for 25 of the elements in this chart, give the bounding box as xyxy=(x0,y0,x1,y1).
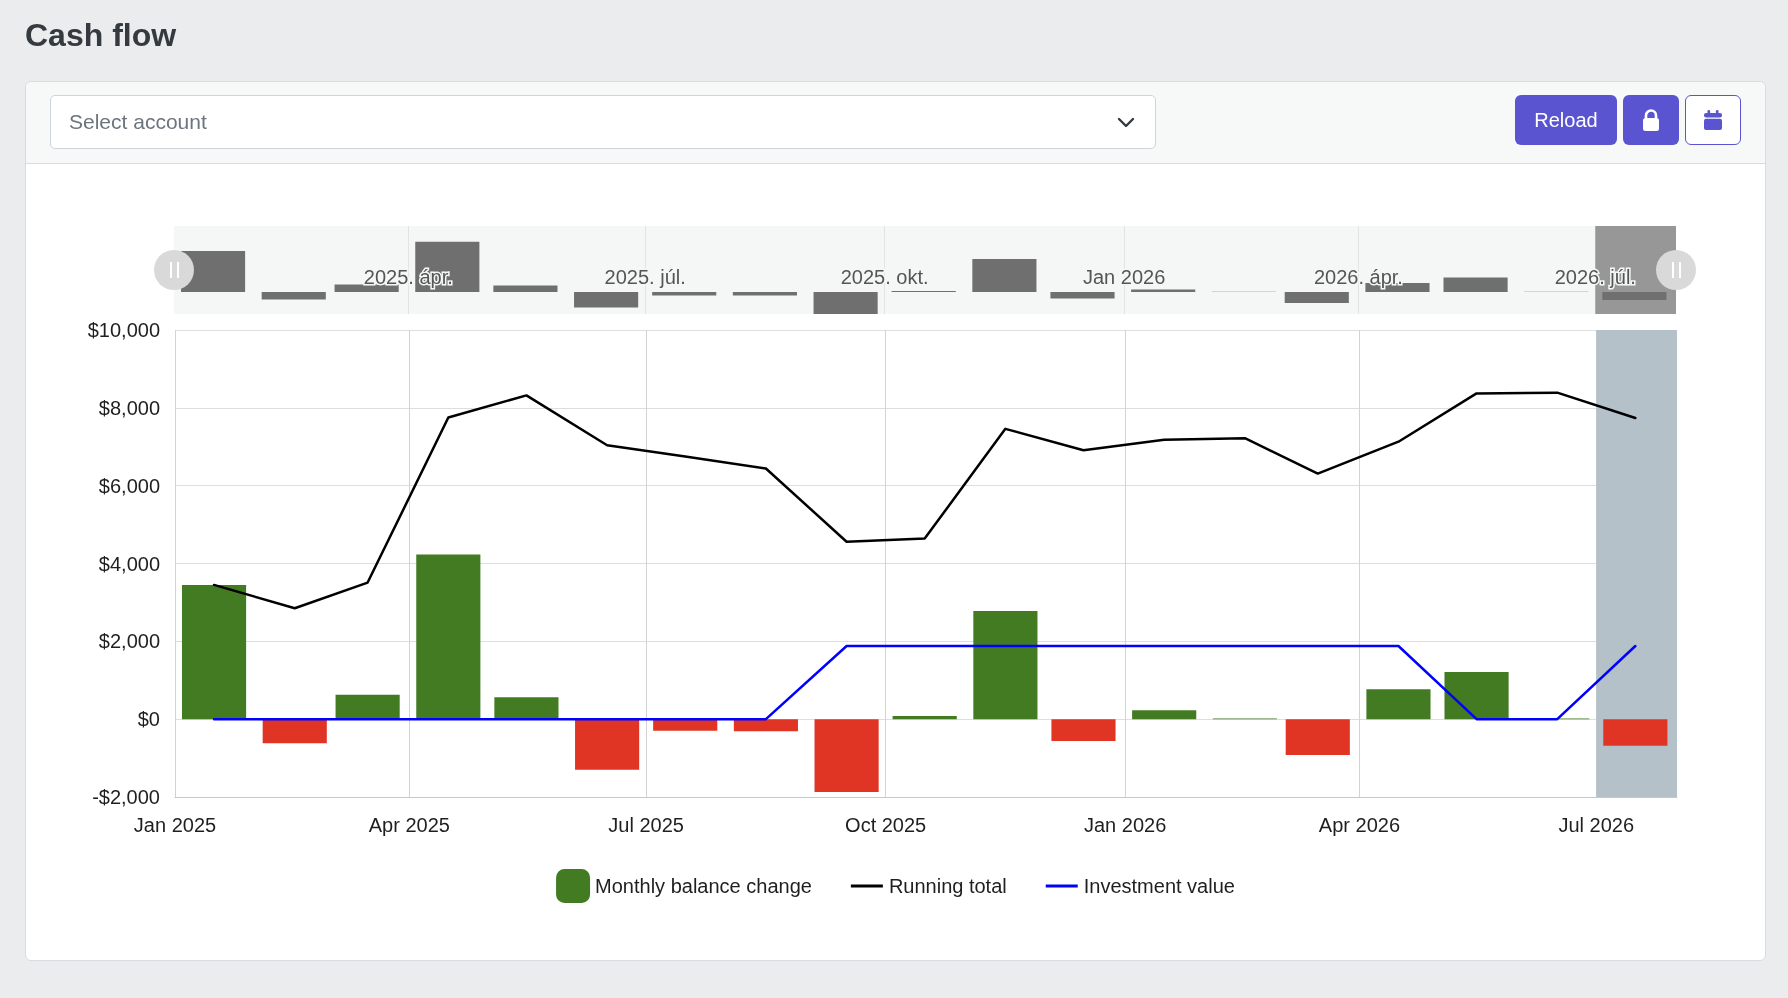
x-tick-label: 2026. ápr. xyxy=(1313,266,1403,288)
x-tick-label: Jan 2026 xyxy=(1082,266,1166,288)
y-tick-label: $4,000 xyxy=(98,552,160,575)
x-tick-label: 2025. ápr. xyxy=(363,266,453,288)
legend-label: Investment value xyxy=(1083,875,1235,897)
x-tick-label: Jul 2025 xyxy=(608,814,684,836)
x-tick-label: Apr 2025 xyxy=(368,814,450,836)
chart-title: Cash flow xyxy=(25,16,177,55)
y-tick-label: $6,000 xyxy=(98,474,160,497)
x-tick-label: 2025. okt. xyxy=(840,266,929,288)
x-tick-label: Jan 2026 xyxy=(1083,814,1167,836)
y-tick-label: $2,000 xyxy=(98,630,160,653)
legend-label: Running total xyxy=(888,875,1007,897)
x-tick-label: Apr 2026 xyxy=(1318,814,1401,836)
x-tick-label: Jul 2026 xyxy=(1558,814,1635,836)
y-tick-label: $10,000 xyxy=(87,319,160,341)
x-tick-label: 2025. júl. xyxy=(604,266,686,288)
y-tick-label: -$2,000 xyxy=(92,786,160,808)
reload-button: Reload xyxy=(1515,95,1617,145)
legend-label: Monthly balance change xyxy=(595,875,812,897)
account-select: Select account xyxy=(50,95,1156,149)
x-tick-label: Jan 2025 xyxy=(133,814,217,836)
x-tick-label: Oct 2025 xyxy=(845,814,927,836)
y-tick-label: $0 xyxy=(137,708,160,731)
y-tick-label: $8,000 xyxy=(98,396,160,419)
